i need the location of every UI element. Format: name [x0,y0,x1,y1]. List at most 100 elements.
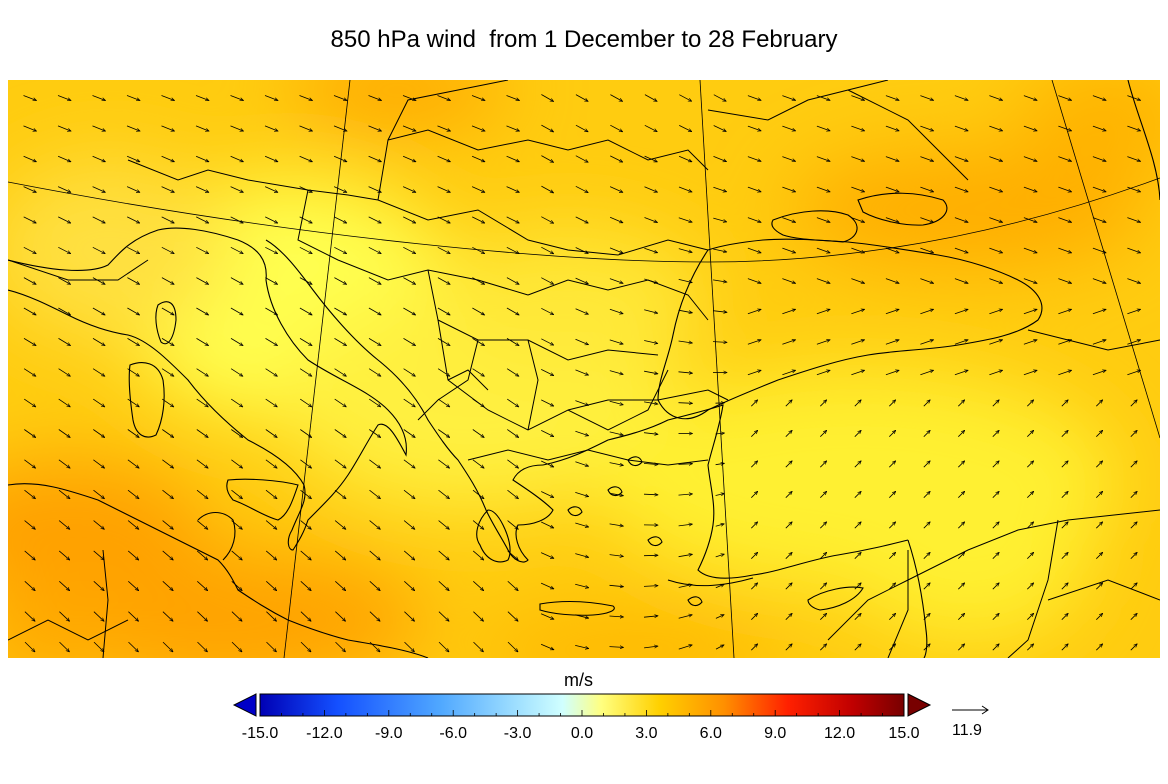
wind-vector-arrow [1058,186,1071,192]
wind-vector-arrow [507,581,518,590]
wind-vector-arrow [923,491,930,498]
wind-vector-arrow [1127,186,1140,192]
wind-vector-arrow [782,95,795,101]
wind-vector-arrow [820,552,826,559]
wind-vector-arrow [333,155,347,163]
wind-vector-field [23,94,1141,652]
wind-vector-arrow [678,645,692,650]
wind-vector-arrow [472,429,484,438]
wind-vector-arrow [541,216,553,224]
wind-vector-arrow [127,429,139,438]
wind-vector-arrow [1092,186,1106,192]
wind-vector-arrow [265,429,277,438]
wind-vector-arrow [575,645,589,648]
wind-vector-arrow [678,340,693,343]
wind-vector-arrow [1023,186,1037,192]
wind-vector-arrow [1027,583,1033,590]
wind-vector-arrow [437,155,451,163]
wind-vector-arrow [196,246,208,253]
wind-vector-arrow [438,489,450,499]
wind-vector-arrow [958,430,964,437]
wind-vector-arrow [644,278,657,283]
colorbar-tick-label: -3.0 [504,725,532,742]
wind-vector-arrow [403,429,415,438]
wind-vector-arrow [404,581,414,590]
wind-vector-arrow [575,553,588,558]
wind-vector-arrow [300,520,312,530]
wind-vector-arrow [197,641,208,652]
wind-vector-arrow [92,277,105,285]
wind-vector-arrow [541,94,553,102]
wind-vector-arrow [920,309,933,315]
wind-vector-arrow [299,338,312,345]
wind-vector-arrow [713,186,726,192]
wind-vector-arrow [992,491,999,498]
wind-vector-arrow [712,342,727,343]
wind-vector-arrow [1058,340,1071,345]
wind-vector-arrow [958,400,964,407]
wind-vector-arrow [782,340,795,345]
wind-vector-arrow [751,430,757,437]
wind-vector-arrow [196,368,209,377]
wind-vector-arrow [541,399,554,407]
wind-vector-arrow [507,429,518,438]
wind-vector-arrow [127,277,139,285]
wind-vector-arrow [335,611,345,622]
wind-vector-arrow [923,583,930,590]
reference-vector-arrow [948,700,992,720]
wind-vector-arrow [300,550,312,560]
wind-vector-arrow [541,491,554,498]
wind-vector-arrow [299,246,312,253]
wind-vector-arrow [1027,430,1033,437]
wind-vector-arrow [265,520,277,530]
wind-vector-arrow [920,156,933,162]
wind-vector-arrow [851,125,864,131]
wind-vector-arrow [954,186,968,192]
wind-vector-arrow [23,307,36,315]
wind-vector-arrow [678,279,693,282]
wind-vector-arrow [299,95,313,101]
wind-vector-arrow [368,95,382,101]
wind-vector-arrow [368,246,381,253]
wind-vector-arrow [334,338,347,345]
wind-vector-arrow [1130,613,1137,620]
wind-vector-arrow [1096,644,1102,651]
wind-vector-arrow [820,430,826,437]
wind-vector-arrow [715,584,724,589]
colorbar-min-extend-arrow [232,693,257,717]
wind-vector-arrow [333,186,347,193]
wind-vector-arrow [609,216,623,224]
colorbar-tick-label: -12.0 [306,725,343,742]
wind-vector-arrow [820,644,826,651]
wind-vector-arrow [1023,370,1037,376]
wind-vector-arrow [299,186,313,193]
wind-vector-arrow [989,247,1002,253]
wind-vector-arrow [575,583,589,588]
wind-vector-arrow [299,277,312,285]
wind-vector-arrow [1027,522,1033,529]
wind-vector-arrow [92,338,105,345]
wind-vector-arrow [885,186,899,192]
wind-vector-arrow [93,520,105,530]
wind-vector-arrow [609,585,624,586]
wind-vector-arrow [1092,156,1106,162]
wind-vector-arrow [23,246,36,253]
wind-vector-arrow [785,400,792,407]
wind-vector-arrow [1130,552,1137,559]
wind-vector-arrow [438,429,449,438]
wind-vector-arrow [161,398,174,407]
wind-vector-arrow [644,186,658,192]
wind-vector-arrow [1058,156,1071,162]
wind-vector-arrow [954,278,968,284]
wind-vector-arrow [195,125,209,131]
wind-vector-arrow [1130,461,1137,468]
wind-vector-arrow [751,613,757,620]
wind-vector-arrow [162,641,173,652]
wind-vector-arrow [1092,95,1106,101]
wind-vector-arrow [127,550,139,560]
wind-vector-arrow [920,186,933,192]
wind-vector-arrow [230,246,243,253]
wind-vector-arrow [507,550,519,560]
wind-vector-arrow [126,125,140,131]
wind-vector-arrow [59,581,69,590]
